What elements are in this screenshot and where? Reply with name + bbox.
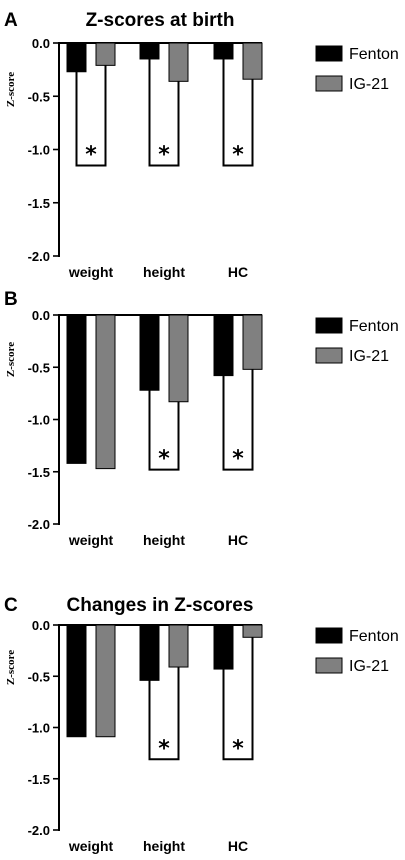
panel-a-y-tick-label: -1.5 [28, 196, 50, 211]
panel-b-legend-label: Fenton [349, 318, 399, 335]
panel-a-legend-label: IG-21 [349, 76, 389, 93]
panel-c-bar-ig-21-weight [95, 624, 116, 738]
panel-a-significance-bracket [148, 43, 180, 167]
panel-c-title: Changes in Z-scores [67, 595, 254, 616]
panel-c-x-tick-label: HC [228, 838, 248, 854]
panel-c-legend-swatch [315, 657, 343, 674]
panel-a-x-tick-label: height [143, 264, 185, 280]
panel-a-significance-star: * [232, 142, 244, 167]
panel-c-bar-fenton-weight [66, 624, 87, 738]
panel-a-bar-ig-21-height [168, 42, 189, 82]
panel-c-bar-ig-21-hc [242, 624, 263, 638]
panel-b-y-tick-label: -1.0 [28, 413, 50, 428]
panel-a-significance-star: * [158, 142, 170, 167]
panel-c-letter: C [4, 595, 18, 616]
panel-c-bar-ig-21-height [168, 624, 189, 668]
panel-a-bar-ig-21-weight [95, 42, 116, 66]
panel-c-legend-label: IG-21 [349, 658, 389, 675]
panel-b-letter: B [4, 289, 18, 310]
panel-b-y-axis-label: Z-score [5, 342, 17, 377]
panel-b-significance-star: * [232, 447, 244, 472]
panel-c-significance-star: * [158, 736, 170, 761]
panel-b-bar-ig-21-weight [95, 314, 116, 470]
panel-c-y-tick-label: -1.0 [28, 721, 50, 736]
panel-b-significance-bracket [222, 315, 254, 471]
panel-b-y-tick-label: -0.5 [28, 360, 50, 375]
panel-c-significance-bracket [148, 625, 180, 761]
panel-a-bar-fenton-hc [213, 42, 234, 60]
panel-b-bar-fenton-weight [66, 314, 87, 464]
panel-a-legend-label: Fenton [349, 46, 399, 63]
panel-c-legend-swatch [315, 627, 343, 644]
panel-a-y-tick-label: 0.0 [32, 36, 50, 51]
panel-b-x-tick-label: weight [68, 532, 114, 548]
panel-b-x-tick-label: HC [228, 532, 248, 548]
panel-a-bar-fenton-weight [66, 42, 87, 73]
panel-b-significance-star: * [158, 447, 170, 472]
panel-c-bar-fenton-height [139, 624, 160, 681]
panel-c-y-tick-label: 0.0 [32, 618, 50, 633]
panel-a-y-tick-label: -0.5 [28, 89, 50, 104]
panel-c-x-tick-label: height [143, 838, 185, 854]
panel-a-y-tick-label: -2.0 [28, 249, 50, 264]
panel-c-significance-star: * [232, 736, 244, 761]
panel-b-y-tick-label: -2.0 [28, 517, 50, 532]
panel-c-bar-fenton-hc [213, 624, 234, 670]
panel-c-y-tick-label: -2.0 [28, 823, 50, 838]
panel-b-legend-label: IG-21 [349, 348, 389, 365]
panel-c-y-axis-label: Z-score [5, 650, 17, 685]
panel-b-bar-fenton-hc [213, 314, 234, 377]
panel-b-x-tick-label: height [143, 532, 185, 548]
panel-a-letter: A [4, 10, 18, 31]
panel-a-y-axis-label: Z-score [5, 72, 17, 107]
panel-b-legend-swatch [315, 317, 343, 334]
panel-a-title: Z-scores at birth [86, 10, 235, 31]
panel-b-y-tick-label: 0.0 [32, 308, 50, 323]
panel-b-legend-swatch [315, 347, 343, 364]
panel-b-bar-ig-21-hc [242, 314, 263, 370]
panel-a-legend-swatch [315, 75, 343, 92]
panel-b-y-tick-label: -1.5 [28, 465, 50, 480]
panel-c-y-tick-label: -0.5 [28, 669, 50, 684]
panel-a-significance-star: * [85, 142, 97, 167]
panel-b-bar-fenton-height [139, 314, 160, 391]
panel-a-y-tick-label: -1.0 [28, 143, 50, 158]
panel-a-x-tick-label: HC [228, 264, 248, 280]
panel-b-bar-ig-21-height [168, 314, 189, 403]
panel-a-x-tick-label: weight [68, 264, 114, 280]
panel-a-legend-swatch [315, 45, 343, 62]
panel-c-x-tick-label: weight [68, 838, 114, 854]
panel-a-bar-fenton-height [139, 42, 160, 60]
panel-a-significance-bracket [75, 43, 107, 167]
panel-a-significance-bracket [222, 43, 254, 167]
panel-a-bar-ig-21-hc [242, 42, 263, 80]
panel-c-y-tick-label: -1.5 [28, 772, 50, 787]
panel-c-legend-label: Fenton [349, 628, 399, 645]
panel-c-significance-bracket [222, 625, 254, 761]
